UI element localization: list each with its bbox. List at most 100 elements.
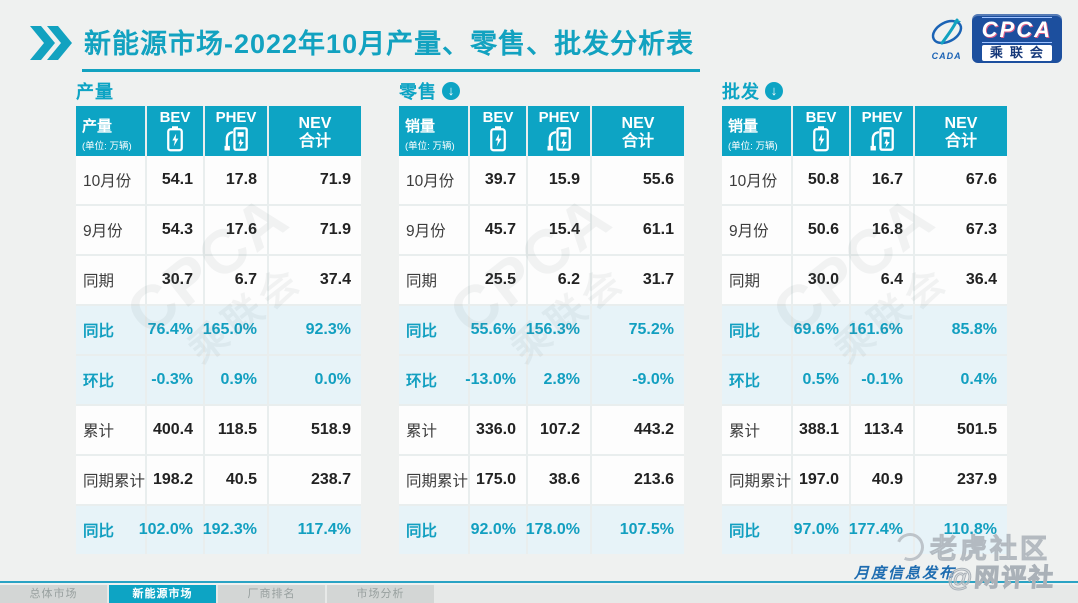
row-label: 同比 <box>76 506 145 554</box>
cpca-logo: CADA CPCA 乘联会 <box>928 14 1062 63</box>
tiger-community-watermark: 老虎社区 <box>892 527 1050 566</box>
row-label: 累计 <box>76 406 145 454</box>
cell-nev: 117.4% <box>269 506 361 554</box>
cell-bev: 102.0% <box>139 506 203 554</box>
cell-bev: 55.6% <box>470 306 526 354</box>
tab-overall-market[interactable]: 总体市场 <box>0 585 107 603</box>
cell-nev: 67.6 <box>915 156 1007 204</box>
page-title-suffix: -2022年10月产量、零售、批发分析表 <box>224 29 695 59</box>
cell-phev: 17.8 <box>205 156 267 204</box>
wholesale-section-title: 批发 ↓ <box>722 80 1007 102</box>
cell-phev: 161.6% <box>849 306 913 354</box>
cell-nev: 75.2% <box>592 306 684 354</box>
cell-bev: 54.1 <box>147 156 203 204</box>
tab-market-analysis[interactable]: 市场分析 <box>327 585 434 603</box>
cell-bev: 30.0 <box>793 256 849 304</box>
double-chevron-icon <box>30 26 72 65</box>
retail-table-section: 零售 ↓ 销量 (单位: 万辆) BEV PHEV NEV 合计 10月份 39… <box>399 80 684 554</box>
cell-bev: 97.0% <box>793 506 849 554</box>
row-label: 9月份 <box>722 206 791 254</box>
cell-bev: 69.6% <box>793 306 849 354</box>
cell-phev: -0.1% <box>851 356 913 404</box>
tiger-community-text: 老虎社区 <box>930 534 1050 565</box>
battery-icon <box>166 125 184 157</box>
row-label: 9月份 <box>399 206 468 254</box>
bottom-tab-bar: 总体市场 新能源市场 厂商排名 市场分析 <box>0 585 1078 603</box>
cell-phev: 177.4% <box>849 506 913 554</box>
wangpingshe-watermark: @网评社 <box>946 564 1057 593</box>
row-label: 同比 <box>399 306 468 354</box>
cell-nev: 36.4 <box>915 256 1007 304</box>
section-title-text: 产量 <box>76 82 114 102</box>
cell-bev: 25.5 <box>470 256 526 304</box>
nev-column-header: NEV 合计 <box>592 106 684 160</box>
cell-phev: 178.0% <box>526 506 590 554</box>
cell-nev: 237.9 <box>915 456 1007 504</box>
tiger-community-logo-icon <box>892 528 928 565</box>
row-label: 环比 <box>76 356 145 404</box>
cell-bev: 0.5% <box>793 356 849 404</box>
cell-phev: 40.9 <box>851 456 913 504</box>
cell-bev: 45.7 <box>470 206 526 254</box>
row-label: 10月份 <box>399 156 468 204</box>
phev-header-label: PHEV <box>215 108 257 126</box>
cell-nev: 213.6 <box>592 456 684 504</box>
cell-nev: 67.3 <box>915 206 1007 254</box>
bev-column-header: BEV <box>147 106 203 160</box>
cell-nev: 31.7 <box>592 256 684 304</box>
production-section-title: 产量 <box>76 80 361 102</box>
phev-header-label: PHEV <box>861 108 903 126</box>
cell-phev: 6.2 <box>528 256 590 304</box>
page-title: 新能源市场-2022年10月产量、零售、批发分析表 <box>82 22 701 72</box>
cell-bev: 400.4 <box>147 406 203 454</box>
cell-phev: 6.7 <box>205 256 267 304</box>
cell-bev: -0.3% <box>147 356 203 404</box>
cell-nev: 443.2 <box>592 406 684 454</box>
cell-bev: 50.8 <box>793 156 849 204</box>
row-label: 环比 <box>722 356 791 404</box>
production-table: 产量 (单位: 万辆) BEV PHEV NEV 合计 10月份 54.1 17… <box>76 106 361 554</box>
cpca-badge: CPCA 乘联会 <box>971 14 1062 63</box>
row-label: 同比 <box>399 506 468 554</box>
nev-header-line1: NEV <box>944 115 978 132</box>
cell-nev: 238.7 <box>269 456 361 504</box>
row-label: 同期累计 <box>722 456 791 504</box>
section-title-text: 批发 <box>722 82 760 102</box>
tab-nev-market[interactable]: 新能源市场 <box>109 585 216 603</box>
cpca-swoosh-caption: CADA <box>931 50 962 61</box>
cell-nev: -9.0% <box>592 356 684 404</box>
battery-icon <box>489 125 507 157</box>
cell-phev: 38.6 <box>528 456 590 504</box>
tab-manufacturer-ranking[interactable]: 厂商排名 <box>218 585 325 603</box>
cell-nev: 0.0% <box>269 356 361 404</box>
wholesale-table-section: 批发 ↓ 销量 (单位: 万辆) BEV PHEV NEV 合计 10月份 50… <box>722 80 1007 554</box>
row-label: 累计 <box>399 406 468 454</box>
row-label: 同期 <box>76 256 145 304</box>
cell-bev: 197.0 <box>793 456 849 504</box>
production-table-section: 产量 产量 (单位: 万辆) BEV PHEV NEV 合计 10月份 54.1… <box>76 80 361 554</box>
nev-header-line2: 合计 <box>621 133 654 150</box>
row-label: 9月份 <box>76 206 145 254</box>
phev-column-header: PHEV <box>528 106 590 160</box>
row-label: 同比 <box>722 506 791 554</box>
cell-nev: 61.1 <box>592 206 684 254</box>
nev-header-line2: 合计 <box>944 133 977 150</box>
row-label: 同比 <box>722 306 791 354</box>
row-label: 环比 <box>399 356 468 404</box>
cell-nev: 85.8% <box>915 306 1007 354</box>
corner-header-label: 销量 <box>405 117 436 135</box>
nev-header-line1: NEV <box>621 115 655 132</box>
bev-header-label: BEV <box>805 108 837 126</box>
cell-nev: 71.9 <box>269 206 361 254</box>
cell-phev: 2.8% <box>528 356 590 404</box>
down-arrow-icon: ↓ <box>442 82 460 100</box>
phev-header-label: PHEV <box>538 108 580 126</box>
phev-column-header: PHEV <box>205 106 267 160</box>
cell-bev: -13.0% <box>465 356 526 404</box>
charging-station-icon <box>546 126 572 157</box>
retail-section-title: 零售 ↓ <box>399 80 684 102</box>
bev-header-label: BEV <box>482 108 514 126</box>
row-label: 同期 <box>399 256 468 304</box>
cell-bev: 54.3 <box>147 206 203 254</box>
